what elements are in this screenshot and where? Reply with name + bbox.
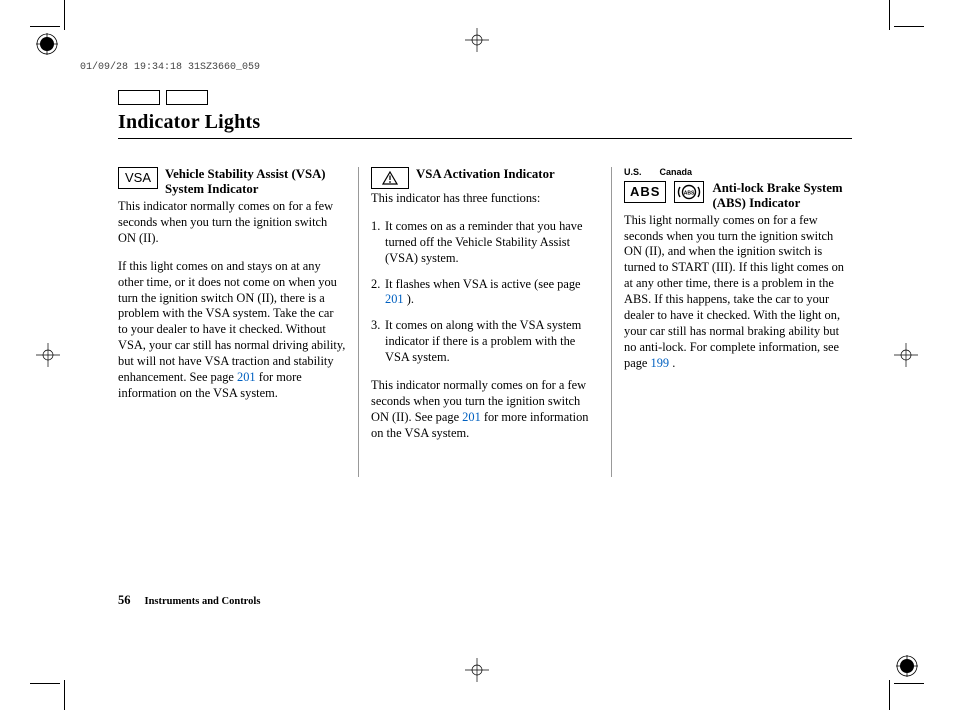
abs-region-labels: U.S. Canada bbox=[624, 167, 852, 179]
crop-mark bbox=[30, 683, 60, 684]
column-abs: U.S. Canada ABS ABS Anti-lock Brake bbox=[612, 167, 852, 477]
registration-mark-icon bbox=[36, 33, 58, 55]
text: This light normally comes on for a few s… bbox=[624, 213, 844, 370]
page-link[interactable]: 201 bbox=[237, 370, 256, 384]
registration-mark-icon bbox=[896, 655, 918, 677]
crosshair-icon bbox=[36, 343, 60, 367]
numbered-list: 1. It comes on as a reminder that you ha… bbox=[371, 219, 599, 366]
page-footer: 56 Instruments and Controls bbox=[118, 593, 260, 608]
svg-text:ABS: ABS bbox=[684, 190, 695, 196]
list-number: 1. bbox=[371, 219, 385, 267]
list-text: It flashes when VSA is active (see page … bbox=[385, 277, 599, 309]
page-content: Indicator Lights VSA Vehicle Stability A… bbox=[118, 90, 852, 477]
heading-vsa-activation: VSA Activation Indicator bbox=[416, 167, 555, 182]
column-vsa-activation: VSA Activation Indicator This indicator … bbox=[359, 167, 611, 477]
list-number: 2. bbox=[371, 277, 385, 309]
label-canada: Canada bbox=[660, 167, 693, 179]
crop-mark bbox=[64, 680, 65, 710]
list-item: 3. It comes on along with the VSA system… bbox=[371, 318, 599, 366]
list-item: 1. It comes on as a reminder that you ha… bbox=[371, 219, 599, 267]
abs-canada-icon: ABS bbox=[674, 181, 704, 203]
page-title: Indicator Lights bbox=[118, 111, 852, 139]
page-link[interactable]: 199 bbox=[651, 356, 670, 370]
page-number: 56 bbox=[118, 593, 131, 608]
paragraph: This light normally comes on for a few s… bbox=[624, 213, 852, 372]
list-item: 2. It flashes when VSA is active (see pa… bbox=[371, 277, 599, 309]
section-name: Instruments and Controls bbox=[145, 596, 261, 607]
crosshair-icon bbox=[465, 658, 489, 682]
vsa-indicator-icon: VSA bbox=[118, 167, 158, 189]
paragraph: This indicator normally comes on for a f… bbox=[371, 378, 599, 442]
text: . bbox=[669, 356, 675, 370]
abs-us-icon: ABS bbox=[624, 181, 666, 204]
page-link[interactable]: 201 bbox=[385, 292, 404, 306]
warning-triangle-icon bbox=[371, 167, 409, 189]
crop-mark bbox=[889, 680, 890, 710]
paragraph: This indicator normally comes on for a f… bbox=[118, 199, 346, 247]
paragraph: This indicator has three functions: bbox=[371, 191, 599, 207]
list-number: 3. bbox=[371, 318, 385, 366]
print-timestamp: 01/09/28 19:34:18 31SZ3660_059 bbox=[80, 62, 260, 73]
columns: VSA Vehicle Stability Assist (VSA) Syste… bbox=[118, 167, 852, 477]
column-vsa-system: VSA Vehicle Stability Assist (VSA) Syste… bbox=[118, 167, 358, 477]
crop-mark bbox=[64, 0, 65, 30]
header-tabs bbox=[118, 90, 852, 105]
abs-icons: ABS ABS bbox=[624, 181, 704, 204]
heading-vsa-system: Vehicle Stability Assist (VSA) System In… bbox=[165, 167, 346, 197]
tab-box bbox=[166, 90, 208, 105]
crop-mark bbox=[30, 26, 60, 27]
crosshair-icon bbox=[894, 343, 918, 367]
tab-box bbox=[118, 90, 160, 105]
heading-abs: Anti-lock Brake System (ABS) Indicator bbox=[712, 181, 852, 211]
text: If this light comes on and stays on at a… bbox=[118, 259, 345, 384]
page-link[interactable]: 201 bbox=[462, 410, 481, 424]
label-us: U.S. bbox=[624, 167, 642, 179]
paragraph: If this light comes on and stays on at a… bbox=[118, 259, 346, 402]
list-text: It comes on as a reminder that you have … bbox=[385, 219, 599, 267]
list-text: It comes on along with the VSA system in… bbox=[385, 318, 599, 366]
crop-mark bbox=[894, 26, 924, 27]
crosshair-icon bbox=[465, 28, 489, 52]
crop-mark bbox=[889, 0, 890, 30]
crop-mark bbox=[894, 683, 924, 684]
